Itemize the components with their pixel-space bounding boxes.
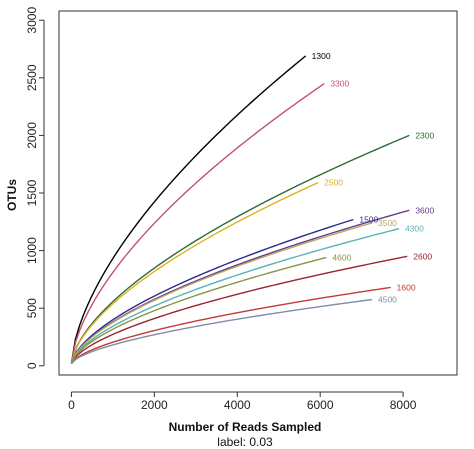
- series-label-2300: 2300: [415, 130, 434, 140]
- series-line-3600: [70, 209, 410, 364]
- y-tick-label: 3000: [25, 7, 39, 34]
- x-axis: 0 2000 4000 6000 8000: [68, 391, 417, 412]
- series-line-4300: [70, 228, 400, 364]
- series-label-4600: 4600: [332, 253, 351, 263]
- chart-subtitle: label: 0.03: [217, 435, 273, 449]
- series-label-1600: 1600: [397, 282, 416, 292]
- series-label-1300: 1300: [312, 51, 331, 61]
- x-tick-label: 2000: [141, 398, 168, 412]
- series-label-2600: 2600: [413, 251, 432, 261]
- y-tick-label: 1500: [25, 179, 39, 206]
- series-label-2500: 2500: [324, 178, 343, 188]
- y-tick-label: 2500: [25, 64, 39, 91]
- series-labels: 1300 3300 2300 2500 3600 1500 3500 4300 2600 4600…: [312, 51, 435, 305]
- series-line-2300: [70, 134, 410, 364]
- x-tick-label: 0: [68, 398, 75, 412]
- series-line-1600: [70, 286, 391, 364]
- series-label-3600: 3600: [415, 205, 434, 215]
- x-axis-title: Number of Reads Sampled: [169, 420, 322, 434]
- x-tick-label: 6000: [307, 398, 334, 412]
- series-line-1300: [70, 55, 307, 364]
- series-line-3500: [70, 222, 373, 364]
- series-label-3500: 3500: [378, 218, 397, 228]
- y-tick-label: 1000: [25, 237, 39, 264]
- plot-frame: [58, 10, 458, 376]
- series-line-2600: [70, 255, 408, 364]
- series-curves: [70, 55, 410, 364]
- y-axis: 0 500 1000 1500 2000 2500 3000: [25, 7, 45, 369]
- series-line-2500: [70, 181, 319, 364]
- x-tick-label: 4000: [224, 398, 251, 412]
- y-tick-label: 2000: [25, 122, 39, 149]
- series-line-4500: [70, 298, 373, 364]
- series-line-3300: [70, 82, 325, 364]
- series-line-1500: [70, 218, 354, 364]
- series-label-4300: 4300: [405, 224, 424, 234]
- y-tick-label: 500: [25, 298, 39, 318]
- series-label-4500: 4500: [378, 295, 397, 305]
- x-tick-label: 8000: [390, 398, 417, 412]
- series-line-4600: [70, 256, 327, 364]
- series-label-1500: 1500: [359, 214, 378, 224]
- series-label-3300: 3300: [330, 79, 349, 89]
- y-tick-label: 0: [25, 362, 39, 369]
- y-axis-title: OTUs: [5, 179, 19, 211]
